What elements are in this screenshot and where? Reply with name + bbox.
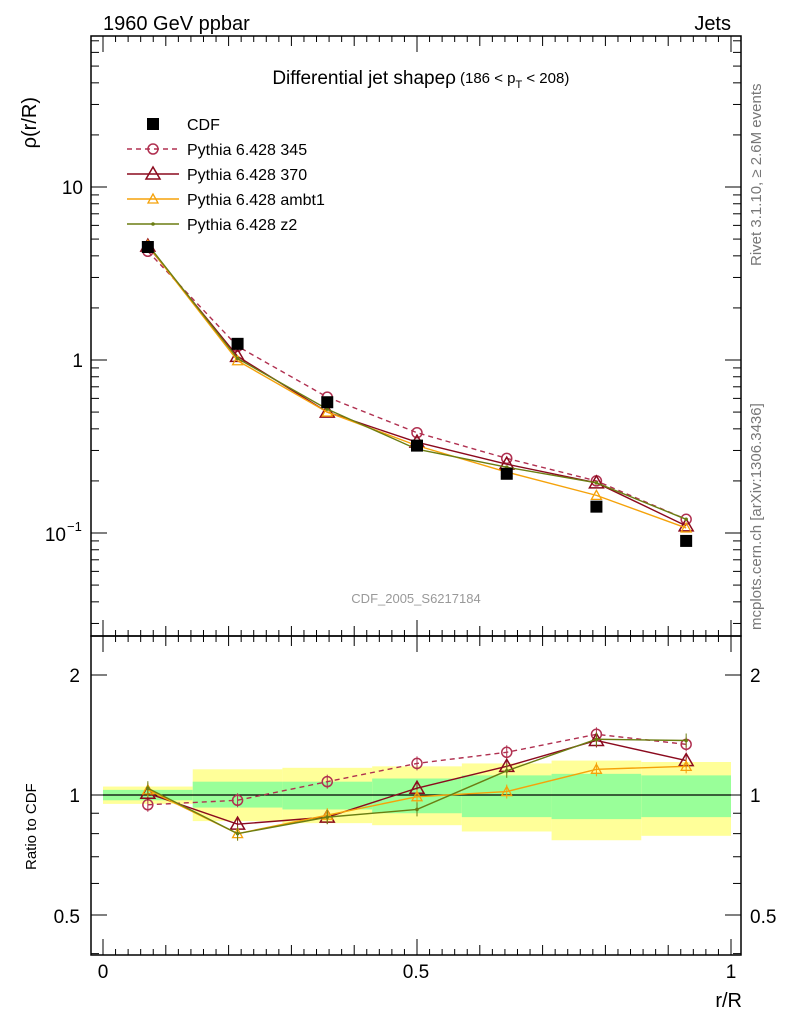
- main-point-pythia-6-428-z2-5: [594, 481, 599, 485]
- main-ylabel: ρ(r/R): [19, 97, 41, 148]
- main-point-cdf-6: [680, 534, 693, 547]
- legend-label-pythia-6-428-z2: Pythia 6.428 z2: [187, 217, 297, 234]
- main-line-pythia-6-428-345: [147, 250, 687, 520]
- main-ytick-label-1: 1: [72, 351, 83, 372]
- legend-label-pythia-6-428-370: Pythia 6.428 370: [187, 167, 307, 184]
- ratio-ytick-label-2: 2: [69, 666, 80, 687]
- main-point-pythia-6-428-ambt1-5: [590, 489, 603, 501]
- x-tick-label-1: 1: [726, 962, 737, 983]
- title-range-b: < 208): [522, 70, 569, 87]
- ratio-point-pythia-6-428-z2-3: [415, 807, 419, 812]
- main-ytick-label-10: 10: [62, 178, 83, 199]
- legend-marker-pythia-6-428-z2: [151, 222, 155, 226]
- ratio-point-pythia-6-428-z2-2: [325, 815, 330, 819]
- main-point-pythia-6-428-345-3: [411, 426, 423, 439]
- rivet-label: Rivet 3.1.10, ≥ 2.6M events: [748, 84, 765, 267]
- title-range-a: (186 < p: [460, 70, 515, 87]
- ratio-point-pythia-6-428-345-2: [321, 775, 334, 788]
- main-point-pythia-6-428-ambt1-6: [680, 521, 693, 533]
- ratio-point-pythia-6-428-z2-0: [146, 786, 150, 791]
- legend-marker-cdf: [147, 118, 159, 130]
- mcplots-label: mcplots.cern.ch [arXiv:1306.3436]: [748, 403, 765, 630]
- green-band-6: [641, 775, 731, 818]
- main-point-cdf-2: [321, 396, 334, 409]
- ratio-point-pythia-6-428-ambt1-3: [410, 790, 424, 802]
- main-point-pythia-6-428-z2-6: [684, 517, 688, 522]
- x-tick-label-0.5: 0.5: [403, 962, 429, 983]
- ratio-series-pythia-6-428-z2: [146, 732, 688, 841]
- main-point-cdf-3: [411, 439, 423, 452]
- legend-label-pythia-6-428-345: Pythia 6.428 345: [187, 142, 307, 159]
- main-point-pythia-6-428-345-4: [500, 452, 513, 465]
- legend-entry-pythia-6-428-345: Pythia 6.428 345: [127, 142, 307, 159]
- green-band-5: [551, 773, 642, 820]
- legend-entry-pythia-6-428-z2: Pythia 6.428 z2: [127, 217, 297, 234]
- main-line-pythia-6-428-370: [147, 245, 687, 527]
- legend-marker-pythia-6-428-ambt1: [146, 192, 160, 204]
- main-point-pythia-6-428-370-6: [677, 517, 695, 532]
- legend-entry-pythia-6-428-ambt1: Pythia 6.428 ambt1: [127, 192, 325, 209]
- main-ytick-label-0.1-exp: −1: [67, 519, 82, 534]
- header-left: 1960 GeV ppbar: [103, 13, 250, 35]
- legend-entry-pythia-6-428-370: Pythia 6.428 370: [127, 165, 307, 184]
- legend: CDF Pythia 6.428 345 Pythia 6.428 370 Pythi…: [127, 117, 325, 234]
- main-point-cdf-4: [500, 467, 513, 480]
- ratio-ytick-right-label-1: 1: [750, 786, 761, 807]
- tick-labels: 10 1 10 −1 2 1 0.5 2 1 0.5 0 0.5 1: [45, 178, 777, 983]
- ratio-point-pythia-6-428-z2-4: [504, 769, 509, 773]
- main-title-text: Differential jet shapeρ: [272, 68, 456, 89]
- main-line-pythia-6-428-z2: [147, 244, 687, 520]
- ratio-ylabel: Ratio to CDF: [23, 783, 40, 870]
- main-ytick-label-0.1: 10: [45, 525, 66, 546]
- main-point-pythia-6-428-z2-1: [235, 356, 240, 361]
- main-ytick-label-0.1-base: 10: [45, 525, 66, 546]
- ratio-point-pythia-6-428-z2-5: [594, 737, 599, 742]
- main-title-range: (186 < pT < 208): [460, 70, 569, 91]
- axes-frames: [90, 35, 742, 956]
- main-series-pythia-6-428-z2: [146, 242, 688, 522]
- main-point-cdf-1: [231, 337, 244, 350]
- ratio-ytick-right-label-2: 2: [750, 666, 761, 687]
- title-range-sub: T: [515, 79, 522, 91]
- ratio-point-pythia-6-428-ambt1-6: [680, 760, 693, 771]
- main-point-pythia-6-428-ambt1-2: [321, 405, 334, 417]
- legend-label-cdf: CDF: [187, 117, 220, 134]
- x-tick-label-0: 0: [98, 962, 109, 983]
- ratio-ytick-right-label-0.5: 0.5: [750, 907, 776, 928]
- main-point-cdf-5: [590, 500, 603, 513]
- legend-marker-pythia-6-428-345: [147, 143, 159, 155]
- ratio-point-pythia-6-428-z2-6: [684, 738, 688, 743]
- analysis-watermark: CDF_2005_S6217184: [351, 591, 480, 606]
- ratio-point-pythia-6-428-ambt1-4: [500, 785, 513, 797]
- ratio-point-pythia-6-428-ambt1-5: [590, 762, 603, 774]
- x-axis-label: r/R: [715, 990, 742, 1012]
- legend-label-pythia-6-428-ambt1: Pythia 6.428 ambt1: [187, 192, 325, 209]
- main-series-pythia-6-428-345: [142, 245, 692, 526]
- series-layer: [139, 237, 695, 841]
- main-line-pythia-6-428-ambt1: [147, 244, 687, 529]
- ratio-point-pythia-6-428-345-1: [231, 794, 244, 807]
- main-point-pythia-6-428-345-6: [680, 513, 692, 526]
- ratio-point-pythia-6-428-345-3: [411, 757, 423, 770]
- header-right: Jets: [694, 13, 731, 35]
- main-title: Differential jet shapeρ (186 < pT < 208): [272, 68, 569, 91]
- legend-entry-cdf: CDF: [147, 117, 220, 134]
- ratio-point-pythia-6-428-z2-1: [235, 831, 240, 836]
- ratio-ytick-label-0.5: 0.5: [54, 907, 80, 928]
- ratio-point-pythia-6-428-345-4: [500, 746, 513, 759]
- main-series-cdf: [141, 240, 693, 547]
- main-point-cdf-0: [141, 240, 154, 253]
- legend-marker-pythia-6-428-370: [144, 165, 162, 180]
- ratio-ytick-label-1: 1: [69, 786, 80, 807]
